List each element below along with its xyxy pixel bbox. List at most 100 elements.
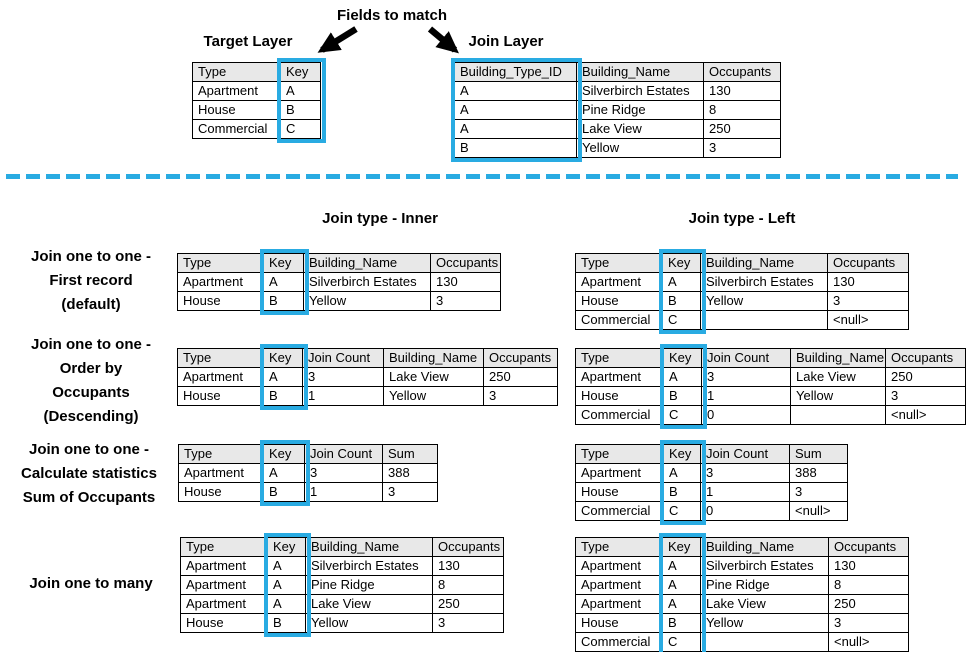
left-statistics-table: Type Key Join Count Sum Apartment A 3 388 House B…	[575, 440, 848, 525]
table-cell: Yellow	[700, 613, 829, 633]
table-cell: 3	[700, 463, 790, 483]
table-cell: 3	[701, 367, 791, 387]
table-cell: A	[267, 575, 306, 595]
table-cell: Apartment	[180, 556, 268, 576]
table-cell: 1	[302, 386, 384, 406]
target-layer-table: Type Key Apartment A House B Commercial C	[192, 58, 326, 143]
table-cell: Commercial	[575, 405, 664, 425]
table-cell: Lake View	[790, 367, 886, 387]
table-cell: House	[575, 386, 664, 406]
column-header: Key	[663, 348, 702, 368]
table-header-row: Type Key Building_Name Occupants	[575, 537, 909, 557]
table-row: Apartment A Silverbirch Estates 130	[575, 556, 909, 576]
column-header: Occupants	[483, 348, 558, 368]
table-cell: Yellow	[700, 291, 828, 311]
table-cell: Apartment	[575, 594, 663, 614]
table-row: Apartment A Lake View 250	[180, 594, 504, 614]
fields-to-match-label: Fields to match	[336, 7, 448, 24]
separator-dashed-line	[6, 174, 958, 179]
table-cell: A	[454, 119, 577, 139]
table-cell: A	[662, 556, 701, 576]
table-row: A Pine Ridge 8	[454, 100, 781, 120]
table-header-row: Type Key Building_Name Occupants	[575, 253, 909, 273]
table-cell: Apartment	[575, 575, 663, 595]
table-cell: House	[575, 291, 663, 311]
table-cell: 3	[483, 386, 558, 406]
table-row: Apartment A Pine Ridge 8	[575, 575, 909, 595]
column-header: Building_Name	[576, 62, 704, 82]
table-row: House B Yellow 3	[575, 291, 909, 311]
table-cell: Silverbirch Estates	[303, 272, 431, 292]
left-order-by-table: Type Key Join Count Building_Name Occupants A…	[575, 344, 966, 429]
table-cell: B	[662, 613, 701, 633]
column-header: Sum	[789, 444, 848, 464]
column-header: Occupants	[430, 253, 501, 273]
table-row: A Lake View 250	[454, 119, 781, 139]
table-cell: Apartment	[180, 575, 268, 595]
table-cell: B	[263, 482, 305, 502]
table-cell: 130	[827, 272, 909, 292]
table-cell: 8	[432, 575, 504, 595]
table-cell: A	[454, 81, 577, 101]
table-cell: 130	[703, 81, 781, 101]
table-cell: 1	[700, 482, 790, 502]
table-cell: A	[267, 594, 306, 614]
inner-first-record-table: Type Key Building_Name Occupants Apartment A S…	[177, 249, 501, 315]
table-cell: A	[263, 367, 303, 387]
table-cell: Apartment	[177, 272, 264, 292]
table-cell: 130	[432, 556, 504, 576]
column-header: Building_Name	[383, 348, 484, 368]
table-row: Apartment A 3 388	[575, 463, 848, 483]
table-cell: 388	[382, 463, 438, 483]
table-row: Commercial C <null>	[575, 310, 909, 330]
table-cell: 3	[430, 291, 501, 311]
table-row: House B Yellow 3	[575, 613, 909, 633]
table-cell: <null>	[827, 310, 909, 330]
table-cell: 130	[430, 272, 501, 292]
table-cell: 3	[432, 613, 504, 633]
table-cell: 250	[432, 594, 504, 614]
table-cell: Pine Ridge	[700, 575, 829, 595]
table-cell: House	[575, 482, 664, 502]
table-row: Apartment A Silverbirch Estates 130	[180, 556, 504, 576]
column-header: Key	[263, 253, 304, 273]
column-header: Type	[575, 253, 663, 273]
table-cell: Silverbirch Estates	[700, 556, 829, 576]
table-header-row: Type Key Building_Name Occupants	[177, 253, 501, 273]
table-cell: B	[454, 138, 577, 158]
column-header: Key	[662, 537, 701, 557]
table-cell: 3	[789, 482, 848, 502]
table-cell	[790, 405, 886, 425]
table-header-row: Type Key Building_Name Occupants	[180, 537, 504, 557]
table-cell: House	[178, 482, 264, 502]
table-cell	[700, 632, 829, 652]
column-header: Building_Name	[305, 537, 433, 557]
column-header: Building_Name	[700, 253, 828, 273]
table-cell: 388	[789, 463, 848, 483]
table-cell: Yellow	[383, 386, 484, 406]
column-header: Type	[180, 537, 268, 557]
table-cell: C	[663, 405, 702, 425]
column-header: Key	[263, 444, 305, 464]
table-cell: 1	[701, 386, 791, 406]
table-cell: Yellow	[303, 291, 431, 311]
column-header: Key	[267, 537, 306, 557]
table-header-row: Building_Type_ID Building_Name Occupants	[454, 62, 781, 82]
table-cell: A	[267, 556, 306, 576]
table-cell: 0	[701, 405, 791, 425]
table-cell: 8	[828, 575, 909, 595]
table-row: House B Yellow 3	[177, 291, 501, 311]
column-header: Join Count	[700, 444, 790, 464]
table-cell: Silverbirch Estates	[700, 272, 828, 292]
table-cell: Commercial	[192, 119, 281, 139]
table-cell: 3	[703, 138, 781, 158]
column-header: Building_Type_ID	[454, 62, 577, 82]
table-cell: Apartment	[575, 556, 663, 576]
table-cell: C	[280, 119, 321, 139]
table-cell: 250	[828, 594, 909, 614]
table-cell: B	[662, 291, 701, 311]
join-type-left-title: Join type - Left	[688, 210, 796, 227]
column-header: Occupants	[827, 253, 909, 273]
column-header: Occupants	[828, 537, 909, 557]
table-cell: 3	[304, 463, 383, 483]
